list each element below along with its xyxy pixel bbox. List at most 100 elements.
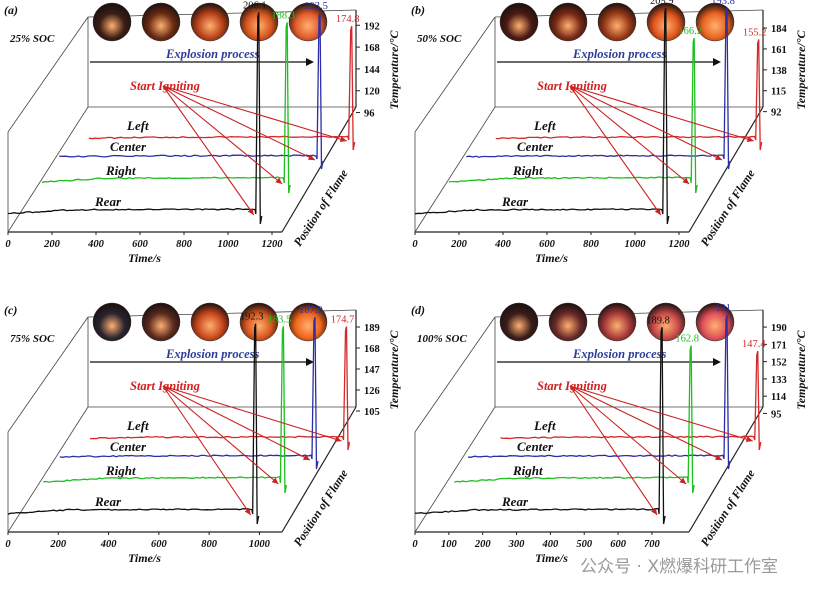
x-tick-label-400: 400	[100, 539, 118, 550]
series-label-rear: Rear	[501, 494, 529, 509]
explosion-arrowhead	[713, 358, 721, 366]
box-edge-left	[7, 406, 89, 533]
peak-label-center: 193.8	[711, 0, 735, 7]
peak-label-left: 147.4	[742, 339, 766, 350]
peak-label-left: 174.7	[331, 315, 355, 326]
chart-panel-1: 0 200 400 600 800 1000 1200 Time/s 92 115 138 161 18…	[411, 0, 808, 265]
series-line-left	[500, 350, 762, 451]
explosion-arrowhead	[306, 358, 314, 366]
y-tick-label-168: 168	[364, 344, 380, 355]
x-tick-label-0: 0	[412, 539, 418, 550]
series-line-left	[90, 326, 351, 451]
peak-label-rear: 189.8	[646, 315, 670, 326]
ignite-arrowhead-rear	[244, 508, 251, 515]
depth-axis-title: Position of Flame	[291, 466, 351, 549]
flame-photo-5	[288, 2, 328, 42]
y-tick-label-147: 147	[364, 365, 380, 376]
ignite-arrow-rear	[569, 385, 658, 516]
ignite-arrowhead-right	[271, 477, 279, 484]
ignite-arrow-center	[162, 85, 316, 161]
flame-photo-1	[499, 2, 539, 42]
x-tick-label-0: 0	[412, 239, 418, 250]
x-tick-label-500: 500	[576, 539, 593, 550]
panel-label: (b)	[411, 3, 425, 17]
peak-label-right: 162.8	[675, 334, 699, 345]
y-axis-title: Temperature/°C	[387, 29, 401, 109]
series-label-left: Left	[126, 418, 149, 433]
ignite-arrowhead-center	[715, 154, 722, 160]
x-axis-title: Time/s	[535, 551, 568, 565]
y-tick-label-92: 92	[771, 108, 782, 119]
x-tick-label-1200: 1200	[262, 239, 284, 250]
ignite-arrow-left	[569, 385, 753, 442]
depth-axis-line	[688, 106, 764, 233]
ignite-arrow-center	[162, 385, 311, 461]
series-label-left: Left	[533, 418, 556, 433]
panel-label: (a)	[4, 3, 18, 17]
series-label-right: Right	[512, 163, 543, 178]
y-tick-label-190: 190	[771, 323, 787, 334]
peak-label-center: 187.9	[299, 305, 323, 316]
explosion-arrowhead	[713, 58, 721, 66]
x-tick-label-200: 200	[43, 239, 61, 250]
peak-label-rear: 206.1	[243, 0, 267, 11]
explosion-process-label: Explosion process	[572, 47, 667, 61]
flame-photo-3	[597, 2, 637, 42]
peak-label-center: 191	[715, 303, 731, 314]
peak-label-right: 166.2	[678, 26, 702, 37]
series-label-center: Center	[110, 139, 147, 154]
series-line-rear	[7, 12, 263, 225]
x-tick-label-200: 200	[49, 539, 67, 550]
y-tick-label-192: 192	[364, 21, 380, 32]
soc-label: 75% SOC	[10, 333, 55, 345]
peak-label-left: 155.2	[743, 27, 767, 38]
ignite-arrow-center	[569, 385, 723, 461]
x-axis-title: Time/s	[128, 551, 161, 565]
series-line-center	[59, 316, 319, 470]
series-line-right	[454, 345, 695, 494]
x-tick-label-0: 0	[5, 539, 11, 550]
x-tick-label-100: 100	[441, 539, 458, 550]
depth-axis-line	[688, 406, 764, 533]
flame-photo-4	[239, 302, 279, 342]
depth-axis-line	[281, 106, 357, 233]
y-tick-label-133: 133	[771, 375, 787, 386]
ignite-arrow-center	[569, 85, 723, 161]
chart-panel-0: 0 200 400 600 800 1000 1200 Time/s 96 120 144 168 19…	[4, 0, 401, 265]
flame-photo-1	[92, 302, 132, 342]
ignite-arrow-right	[569, 385, 687, 485]
soc-label: 25% SOC	[9, 33, 55, 45]
x-tick-label-1200: 1200	[669, 239, 691, 250]
y-tick-label-115: 115	[771, 87, 786, 98]
x-tick-label-400: 400	[542, 539, 560, 550]
flame-photo-2	[548, 2, 588, 42]
panel-label: (d)	[411, 303, 425, 317]
box-edge-top-left	[414, 316, 496, 433]
start-igniting-label: Start Igniting	[130, 379, 200, 393]
start-igniting-label: Start Igniting	[537, 379, 607, 393]
y-axis-title: Temperature/°C	[794, 329, 808, 409]
x-axis-title: Time/s	[128, 251, 161, 265]
peak-label-rear: 192.3	[240, 312, 264, 323]
series-label-center: Center	[517, 139, 554, 154]
series-label-right: Right	[105, 163, 136, 178]
series-label-rear: Rear	[94, 194, 122, 209]
box-edge-left	[414, 106, 496, 233]
series-label-center: Center	[517, 439, 554, 454]
series-line-rear	[414, 327, 666, 525]
flame-photo-5	[288, 302, 328, 342]
peak-label-center: 193.5	[304, 1, 328, 12]
ignite-arrowhead-right	[682, 177, 690, 184]
peak-label-left: 174.8	[336, 14, 360, 25]
x-tick-label-1000: 1000	[249, 539, 271, 550]
flame-photo-2	[548, 302, 588, 342]
soc-label: 50% SOC	[417, 33, 462, 45]
y-tick-label-126: 126	[364, 386, 380, 397]
series-label-center: Center	[110, 439, 147, 454]
series-label-left: Left	[533, 118, 556, 133]
peak-label-rear: 205.9	[650, 0, 674, 7]
box-edge-left	[7, 106, 89, 233]
explosion-arrowhead	[306, 58, 314, 66]
ignite-arrow-left	[162, 85, 347, 142]
peak-label-right: 188.3	[271, 10, 295, 21]
